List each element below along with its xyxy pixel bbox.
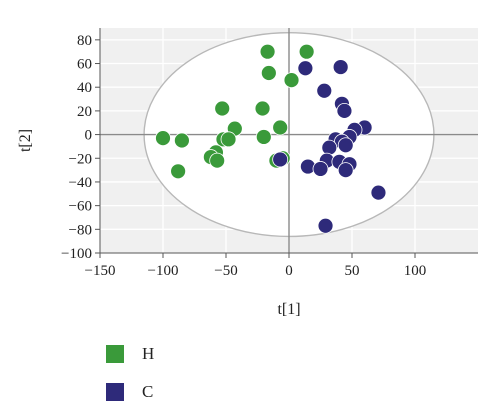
data-point-c — [337, 137, 354, 154]
data-point-h — [298, 43, 315, 60]
y-tick-label: 0 — [85, 128, 93, 144]
y-axis-label: t[2] — [17, 129, 34, 152]
legend-swatch-h — [106, 345, 124, 363]
x-tick-label: 100 — [404, 263, 427, 279]
data-point-h — [214, 100, 231, 117]
data-point-h — [255, 129, 272, 145]
y-tick-label: −60 — [69, 199, 92, 215]
legend-item-h: H — [106, 342, 154, 366]
y-tick-label: −40 — [69, 175, 92, 191]
data-point-h — [260, 65, 277, 81]
x-tick-label: −150 — [85, 263, 116, 279]
legend-label-h: H — [142, 344, 155, 363]
data-point-h — [173, 132, 190, 149]
x-tick-label: 50 — [345, 263, 360, 279]
data-point-h — [155, 130, 171, 147]
y-tick-label: 40 — [77, 80, 92, 96]
y-tick-label: −20 — [69, 151, 92, 167]
data-point-c — [317, 217, 334, 234]
data-point-h — [220, 131, 237, 148]
y-tick-label: −80 — [69, 222, 92, 238]
y-tick-label: 20 — [77, 104, 92, 120]
legend-item-c: C — [106, 380, 154, 404]
data-point-h — [259, 43, 276, 60]
scatter-chart: −150 −100 −50 0 50 100−100−80−60−40−200204060… — [17, 28, 478, 318]
data-point-h — [209, 152, 226, 169]
y-tick-label: 80 — [77, 33, 92, 49]
x-tick-label: −100 — [148, 263, 179, 279]
data-point-h — [170, 163, 187, 180]
x-tick-label: 0 — [285, 263, 293, 279]
data-point-c — [336, 102, 353, 119]
data-point-c — [297, 60, 314, 77]
legend: H C — [106, 342, 154, 418]
legend-label-c: C — [142, 382, 154, 401]
data-point-c — [337, 162, 354, 179]
x-axis-label: t[1] — [277, 301, 300, 318]
legend-swatch-c — [106, 383, 124, 401]
data-point-c — [316, 82, 333, 99]
data-point-c — [312, 161, 329, 177]
data-point-h — [254, 100, 271, 117]
data-point-h — [272, 119, 289, 136]
data-point-c — [321, 139, 338, 156]
y-tick-label: 60 — [77, 57, 92, 73]
data-point-c — [272, 151, 289, 168]
y-tick-label: −100 — [61, 246, 92, 262]
data-point-c — [370, 184, 387, 201]
data-point-c — [332, 59, 349, 75]
data-point-h — [283, 72, 300, 89]
x-tick-label: −50 — [214, 263, 237, 279]
